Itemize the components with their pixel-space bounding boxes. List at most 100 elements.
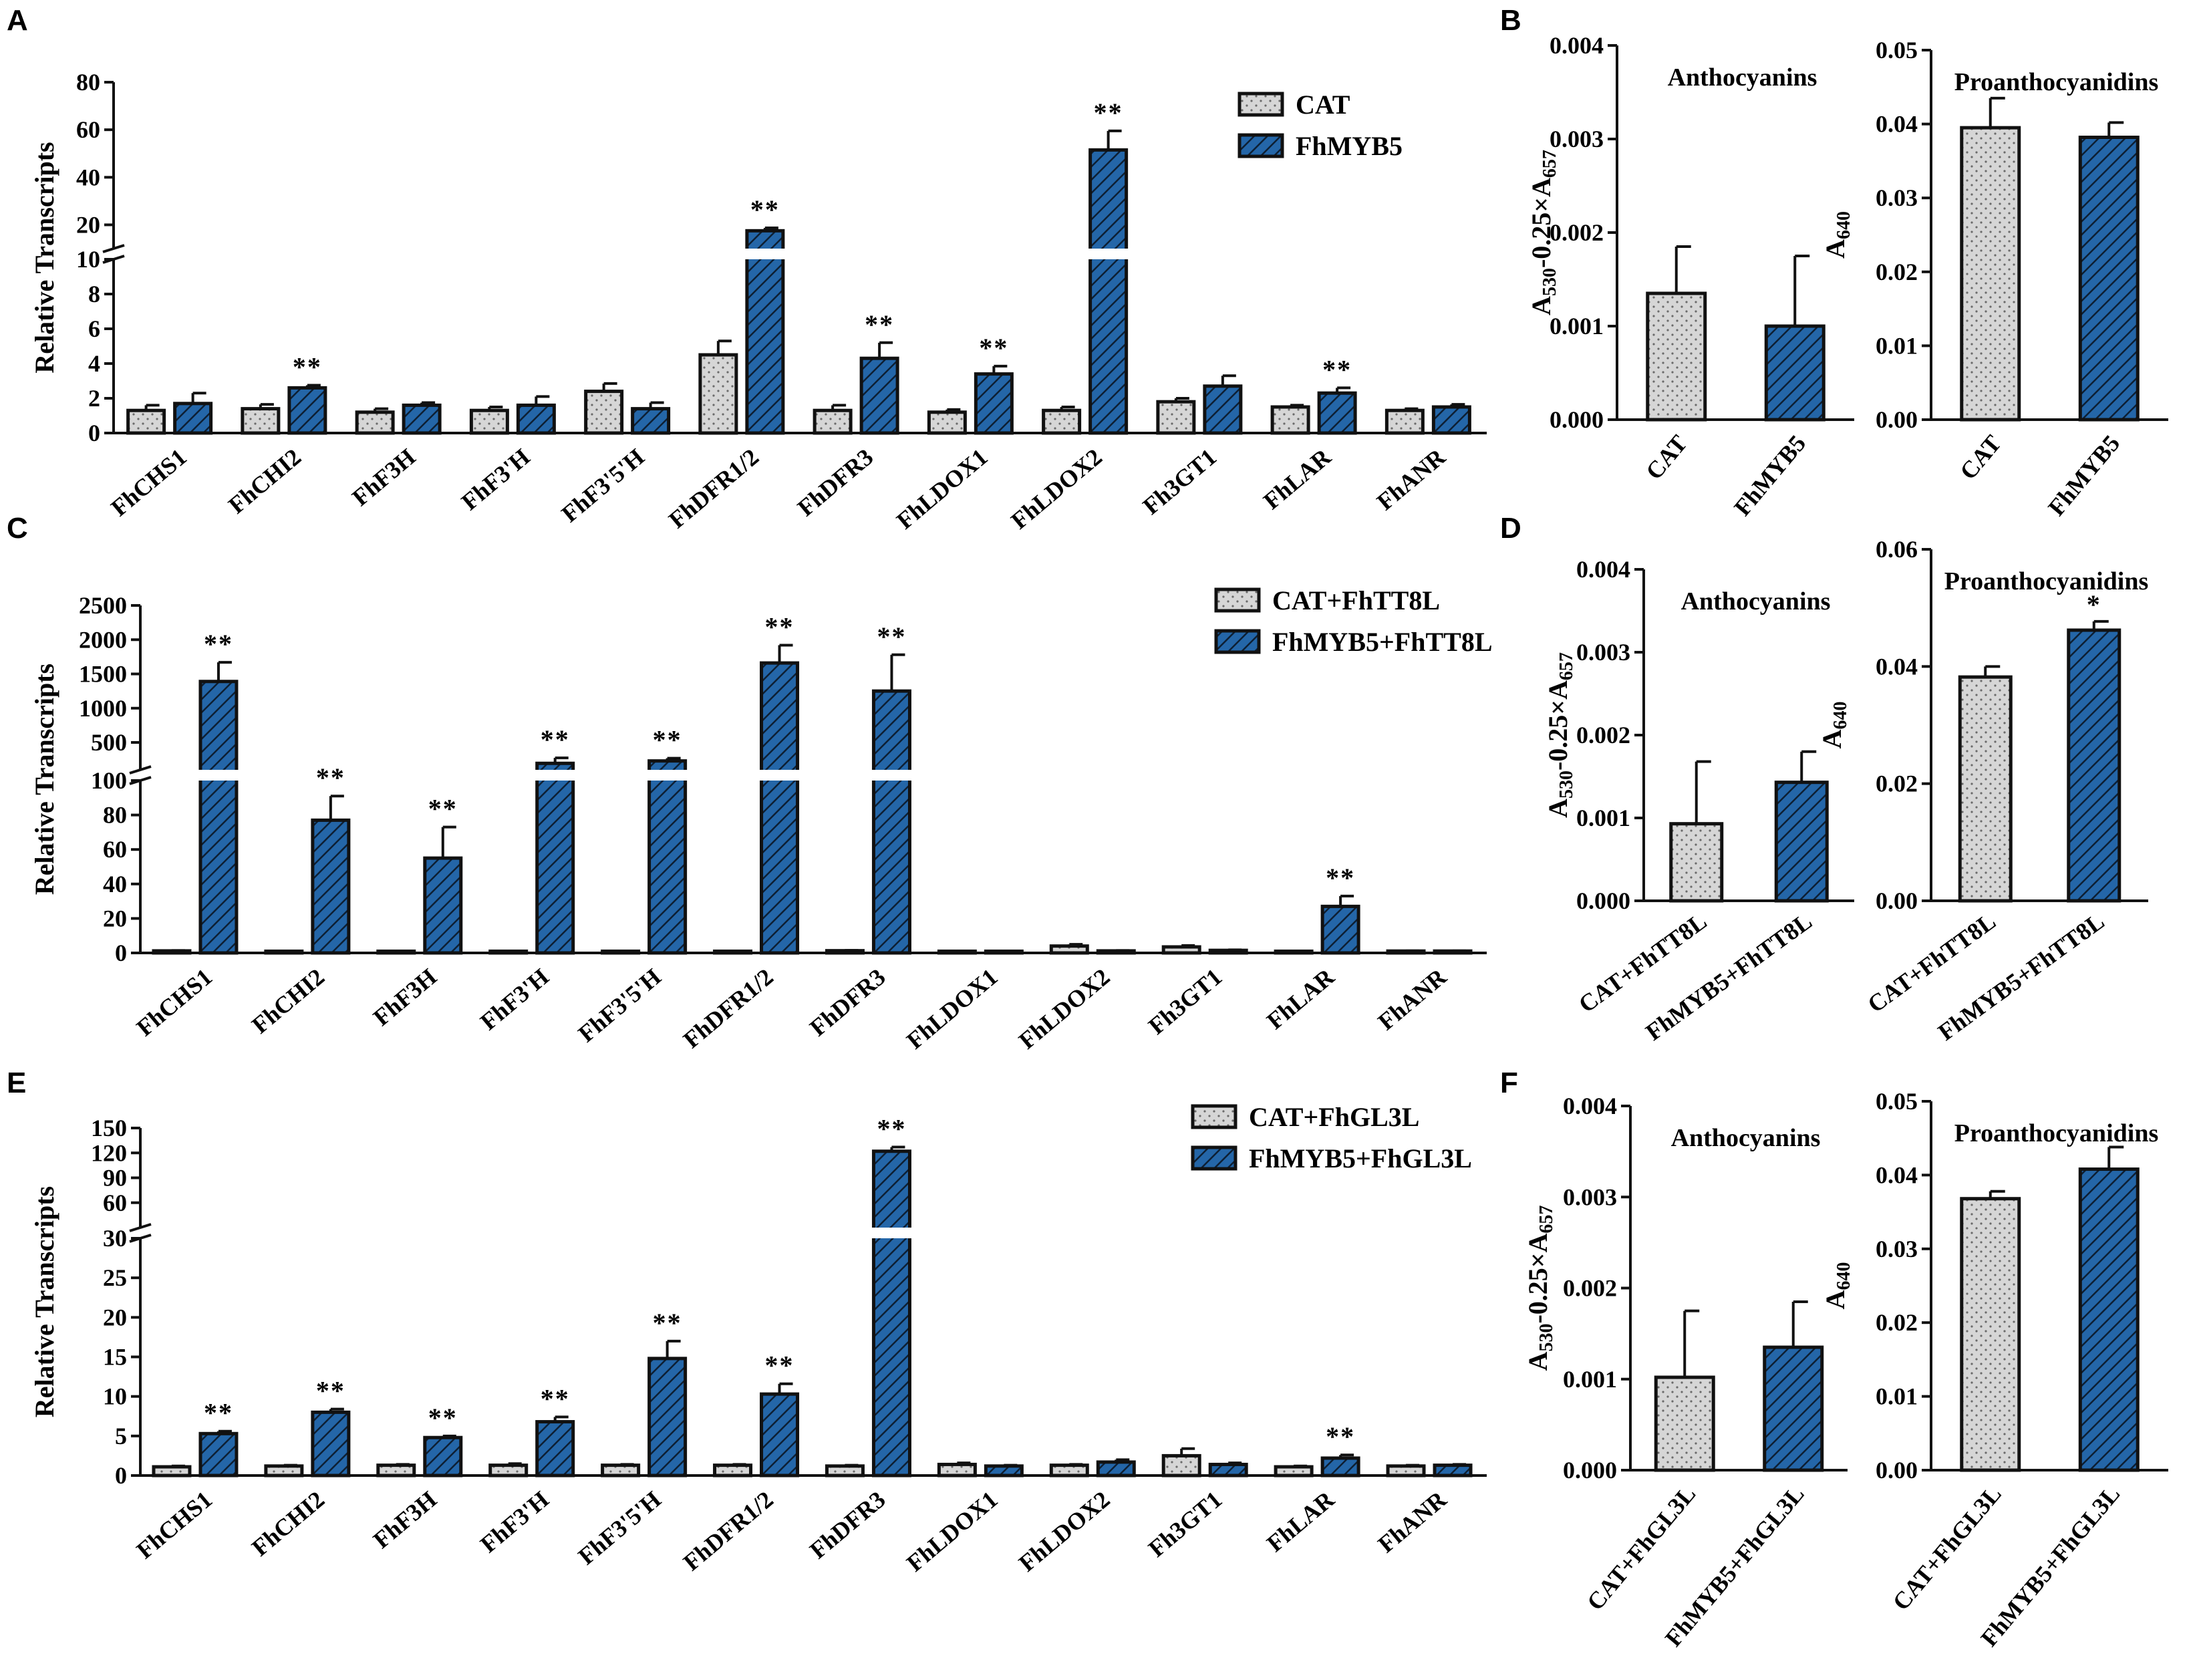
bar-fhmyb5-fhgl3l-fhf3h xyxy=(423,1435,463,1478)
y-tick-label: 0.001 xyxy=(1563,1366,1617,1393)
chart-title: Anthocyanins xyxy=(1668,63,1817,92)
chart-title: Anthocyanins xyxy=(1681,587,1831,615)
y-axis-title: Relative Transcripts xyxy=(29,1186,59,1417)
y-axis-title-part: A xyxy=(1817,729,1847,748)
y-tick-label: 0.00 xyxy=(1876,406,1918,433)
y-axis-title-part: -0.25×A xyxy=(1526,178,1556,268)
x-tick-label: FhLDOX1 xyxy=(891,443,992,534)
y-tick-label: 2 xyxy=(88,385,100,412)
axis-break-mark xyxy=(102,244,125,253)
x-tick-label: FhCHI2 xyxy=(223,443,306,519)
y-axis-title: Relative Transcripts xyxy=(29,142,59,373)
bar-cat-fh3gt1 xyxy=(1156,400,1196,435)
y-axis-title-part: A xyxy=(1820,1290,1850,1309)
y-tick-label: 90 xyxy=(103,1165,127,1192)
bar-cat-fhgl3l-fhchs1 xyxy=(152,1465,192,1478)
y-tick-label: 0.03 xyxy=(1876,184,1918,211)
x-tick-label: FhANR xyxy=(1372,443,1451,515)
x-tick-label: FhDFR3 xyxy=(805,1486,890,1564)
bar-cat-fhgl3l-fhlar xyxy=(1274,1465,1314,1478)
bar-fhmyb5-fhgl3l-fh3gt1 xyxy=(1208,1462,1248,1478)
y-tick-label: 0.04 xyxy=(1876,111,1918,138)
x-tick-label: FhF3'5'H xyxy=(573,1486,666,1570)
y-tick-label: 500 xyxy=(91,729,127,756)
x-tick-label: FhF3'H xyxy=(456,443,535,515)
panel-d-anthocyanins-chart: 0.0000.0010.0020.0030.004AnthocyaninsA53… xyxy=(1543,556,1854,1046)
bar-cat-fhtt8l xyxy=(1669,822,1724,903)
panel-label-f: F xyxy=(1500,1067,1518,1099)
x-tick-label: FhMYB5 xyxy=(2043,430,2125,521)
significance-mark: * xyxy=(2087,589,2101,619)
significance-mark: ** xyxy=(316,762,345,793)
significance-mark: ** xyxy=(1326,863,1355,893)
y-tick-label: 0.04 xyxy=(1876,1161,1918,1188)
x-tick-label: FhDFR1/2 xyxy=(678,963,778,1053)
x-tick-label: FhMYB5 xyxy=(1729,430,1811,521)
y-tick-label: 0.00 xyxy=(1876,1457,1918,1484)
y-tick-label: 0.02 xyxy=(1876,771,1918,797)
bar-cat-fhdfr1-2 xyxy=(698,353,738,435)
bar-break-gap xyxy=(871,770,913,781)
significance-mark: ** xyxy=(428,794,458,824)
bar-cat-fhgl3l-fhf3-5-h xyxy=(601,1463,641,1478)
bar-fhmyb5-fh3gt1 xyxy=(1203,384,1243,435)
legend-label-cat-fhgl3l: CAT+FhGL3L xyxy=(1249,1102,1419,1132)
bar-fhmyb5-fhtt8l xyxy=(2067,628,2122,903)
legend-label-cat-fhtt8l: CAT+FhTT8L xyxy=(1272,585,1440,615)
y-tick-label: 0.004 xyxy=(1563,1093,1617,1119)
bar-cat-fhtt8l-fhldox2 xyxy=(1049,944,1089,955)
legend-label-fhmyb5: FhMYB5 xyxy=(1296,131,1403,161)
y-tick-label: 150 xyxy=(91,1115,127,1141)
y-tick-label: 0.03 xyxy=(1876,1236,1918,1262)
significance-mark: ** xyxy=(865,309,894,339)
bar-fhmyb5-fhgl3l xyxy=(1763,1345,1824,1472)
significance-mark: ** xyxy=(316,1376,345,1406)
y-tick-label: 0.000 xyxy=(1550,406,1604,433)
y-tick-label: 0.004 xyxy=(1550,32,1604,59)
bar-fhmyb5 xyxy=(2078,136,2140,422)
bar-fhmyb5 xyxy=(1764,324,1825,422)
significance-mark: ** xyxy=(765,1351,794,1381)
panel-label-b: B xyxy=(1500,4,1521,37)
y-tick-label: 0.05 xyxy=(1876,1088,1918,1115)
bar-break-gap xyxy=(646,770,688,781)
bar-fhmyb5-fhtt8l-fhchi2 xyxy=(311,818,351,955)
bar-cat-fhgl3l-fhldox2 xyxy=(1049,1463,1089,1478)
x-tick-label: FhLAR xyxy=(1258,443,1336,515)
x-tick-label: FhANR xyxy=(1373,963,1452,1035)
significance-mark: ** xyxy=(428,1403,458,1433)
panel-label-a: A xyxy=(7,4,28,37)
bar-break-gap xyxy=(1087,249,1129,259)
y-axis-title: A530-0.25×A657 xyxy=(1523,1206,1557,1371)
y-tick-label: 0.003 xyxy=(1576,639,1630,666)
significance-mark: ** xyxy=(1094,98,1123,128)
y-axis-title-subscript: 530 xyxy=(1536,1324,1557,1352)
x-tick-label: FhF3'5'H xyxy=(573,963,666,1047)
y-tick-label: 0.02 xyxy=(1876,1309,1918,1336)
panel-f-anthocyanins-chart: 0.0000.0010.0020.0030.004AnthocyaninsA53… xyxy=(1523,1093,1848,1651)
y-axis-title-subscript: 640 xyxy=(1834,1262,1854,1290)
bar-cat-fhf3-5-h xyxy=(584,390,624,435)
legend-swatch-fhmyb5 xyxy=(1237,133,1284,158)
y-axis-title: A530-0.25×A657 xyxy=(1526,150,1560,315)
bar-cat-fhldox2 xyxy=(1042,408,1082,435)
y-tick-label: 8 xyxy=(88,281,100,307)
panel-f-proanthocyanidins-chart: 0.00 0.01 0.02 0.03 0.04 0.05 Proanthocyanidin… xyxy=(1820,1088,2168,1651)
y-tick-label: 0.05 xyxy=(1876,37,1918,63)
y-tick-label: 1000 xyxy=(79,695,127,722)
x-tick-label: FhDFR1/2 xyxy=(678,1486,778,1576)
y-axis-title-subscript: 640 xyxy=(1830,702,1851,730)
significance-mark: ** xyxy=(293,352,322,382)
y-tick-label: 25 xyxy=(103,1264,127,1291)
y-tick-label: 30 xyxy=(103,1225,127,1252)
x-tick-label: FhCHS1 xyxy=(132,963,217,1041)
y-tick-label: 0.002 xyxy=(1563,1275,1617,1302)
y-tick-label: 0.001 xyxy=(1576,805,1630,831)
bar-break-gap xyxy=(534,770,576,781)
significance-mark: ** xyxy=(765,611,794,642)
y-tick-label: 60 xyxy=(103,1189,127,1216)
x-tick-label: FhLDOX2 xyxy=(1006,443,1107,534)
y-tick-label: 0.01 xyxy=(1876,1383,1918,1410)
y-axis-title-part: -0.25×A xyxy=(1543,680,1573,771)
bar-cat-fhgl3l-fh3gt1 xyxy=(1161,1453,1201,1478)
